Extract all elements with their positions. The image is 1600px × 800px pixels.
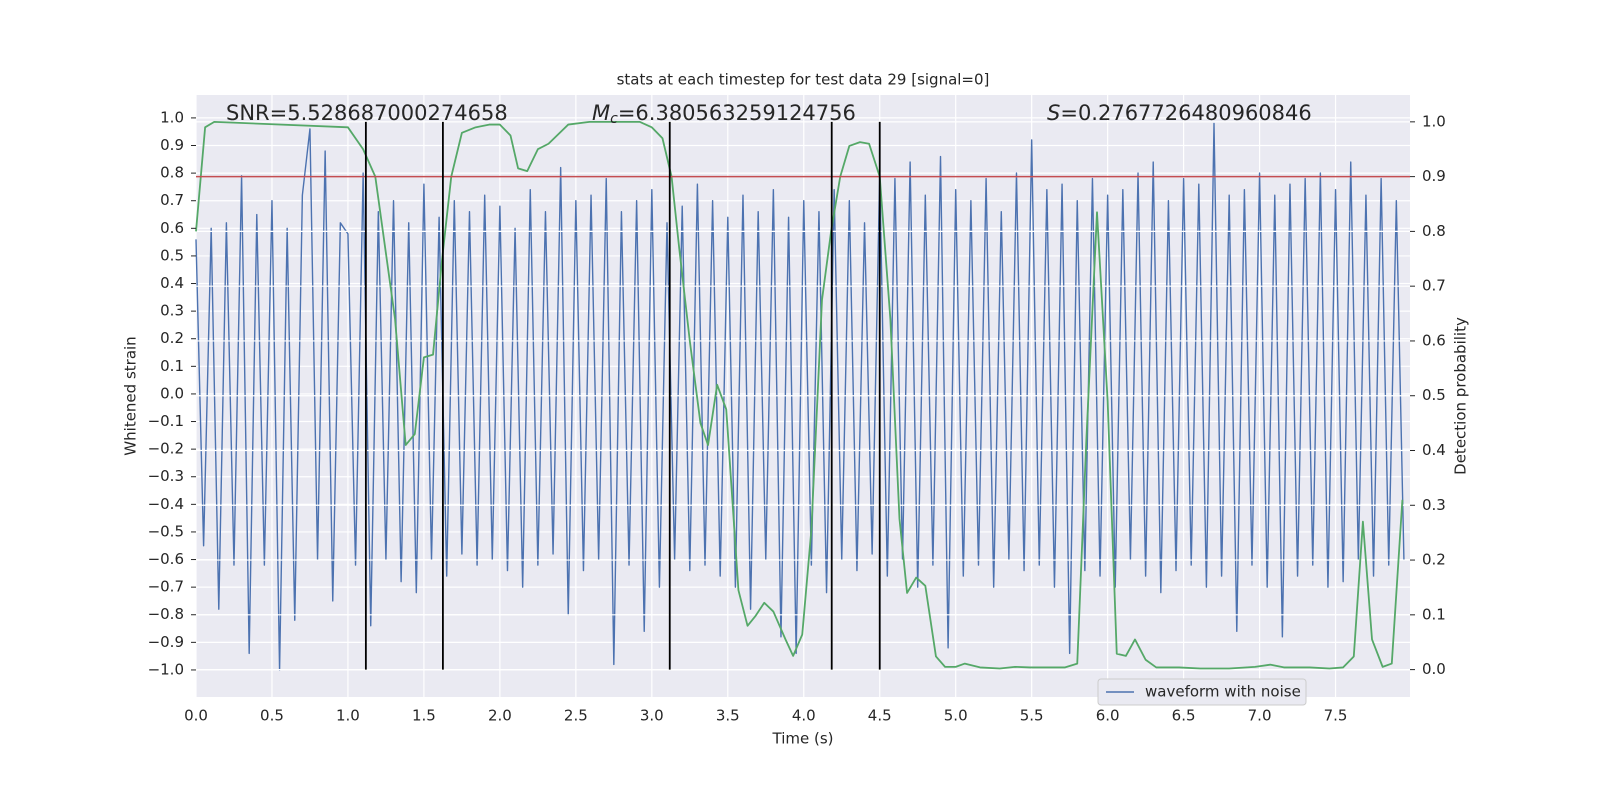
y-tick-label: 0.9: [160, 136, 184, 154]
x-tick-label: 2.0: [488, 707, 512, 725]
x-tick-label: 0.0: [184, 707, 208, 725]
x-axis-label: Time (s): [772, 730, 834, 748]
y-tick-label: 0.2: [160, 329, 184, 347]
annotation-value: =0.2767726480960846: [1060, 101, 1311, 125]
series-line: [195, 122, 1405, 671]
y2-tick-label: 1.0: [1422, 112, 1446, 130]
chart-title: stats at each timestep for test data 29 …: [617, 71, 990, 89]
y-tick-label: −0.4: [148, 495, 184, 513]
y-tick-label: 0.4: [160, 274, 184, 292]
y-tick-label: −0.8: [148, 605, 184, 623]
y-tick-label: −0.1: [148, 412, 184, 430]
y-tick-label: 0.8: [160, 164, 184, 182]
x-tick-label: 2.5: [564, 707, 588, 725]
y2-tick-label: 0.4: [1422, 441, 1446, 459]
y2-tick-label: 0.2: [1422, 551, 1446, 569]
y-tick-label: 0.5: [160, 246, 184, 264]
y-tick-label: 0.0: [160, 384, 184, 402]
y-tick-label: −0.3: [148, 467, 184, 485]
x-tick-label: 1.0: [336, 707, 360, 725]
y2-tick-label: 0.9: [1422, 167, 1446, 185]
y-tick-label: −0.7: [148, 578, 184, 596]
annotation-symbol: S: [1047, 101, 1060, 125]
x-tick-label: 3.0: [640, 707, 664, 725]
y-tick-label: −1.0: [148, 660, 184, 678]
y2-tick-label: 0.0: [1422, 660, 1446, 678]
legend-label: waveform with noise: [1145, 683, 1301, 701]
x-tick-label: 7.0: [1248, 707, 1272, 725]
y2-tick-label: 0.3: [1422, 496, 1446, 514]
series-line: [195, 120, 1404, 670]
annotation: Mc=6.380563259124756: [592, 101, 856, 127]
x-tick-label: 5.5: [1020, 707, 1044, 725]
legend-box: [1097, 678, 1307, 706]
y-tick-label: 1.0: [160, 108, 184, 126]
annotation-symbol: M: [592, 101, 610, 125]
marks-layer: [195, 120, 1410, 671]
y2-tick-label: 0.7: [1422, 277, 1446, 295]
y-tick-label: 0.1: [160, 357, 184, 375]
x-tick-label: 1.5: [412, 707, 436, 725]
y-tick-label: −0.5: [148, 522, 184, 540]
x-tick-label: 4.5: [868, 707, 892, 725]
y-tick-label: −0.9: [148, 633, 184, 651]
y-tick-label: 0.3: [160, 302, 184, 320]
x-tick-label: 0.5: [260, 707, 284, 725]
y2-tick-label: 0.8: [1422, 222, 1446, 240]
y-axis-label: Whitened strain: [122, 336, 140, 455]
x-tick-label: 7.5: [1324, 707, 1348, 725]
annotation: S=0.2767726480960846: [1047, 101, 1312, 125]
x-tick-label: 6.5: [1172, 707, 1196, 725]
y2-axis-label: Detection probability: [1452, 317, 1470, 475]
y-tick-label: −0.6: [148, 550, 184, 568]
y-tick-label: 0.7: [160, 191, 184, 209]
legend: waveform with noise: [1097, 678, 1307, 706]
y2-tick-label: 0.1: [1422, 605, 1446, 623]
y-tick-label: −0.2: [148, 440, 184, 458]
y2-tick-label: 0.6: [1422, 331, 1446, 349]
y-tick-label: 0.6: [160, 219, 184, 237]
annotation: SNR=5.528687000274658: [226, 101, 508, 125]
x-tick-label: 6.0: [1096, 707, 1120, 725]
annotation-subscript: c: [610, 111, 618, 127]
x-tick-label: 4.0: [792, 707, 816, 725]
x-tick-label: 3.5: [716, 707, 740, 725]
x-tick-label: 5.0: [944, 707, 968, 725]
y2-tick-label: 0.5: [1422, 386, 1446, 404]
annotation-value: =6.380563259124756: [618, 101, 856, 125]
